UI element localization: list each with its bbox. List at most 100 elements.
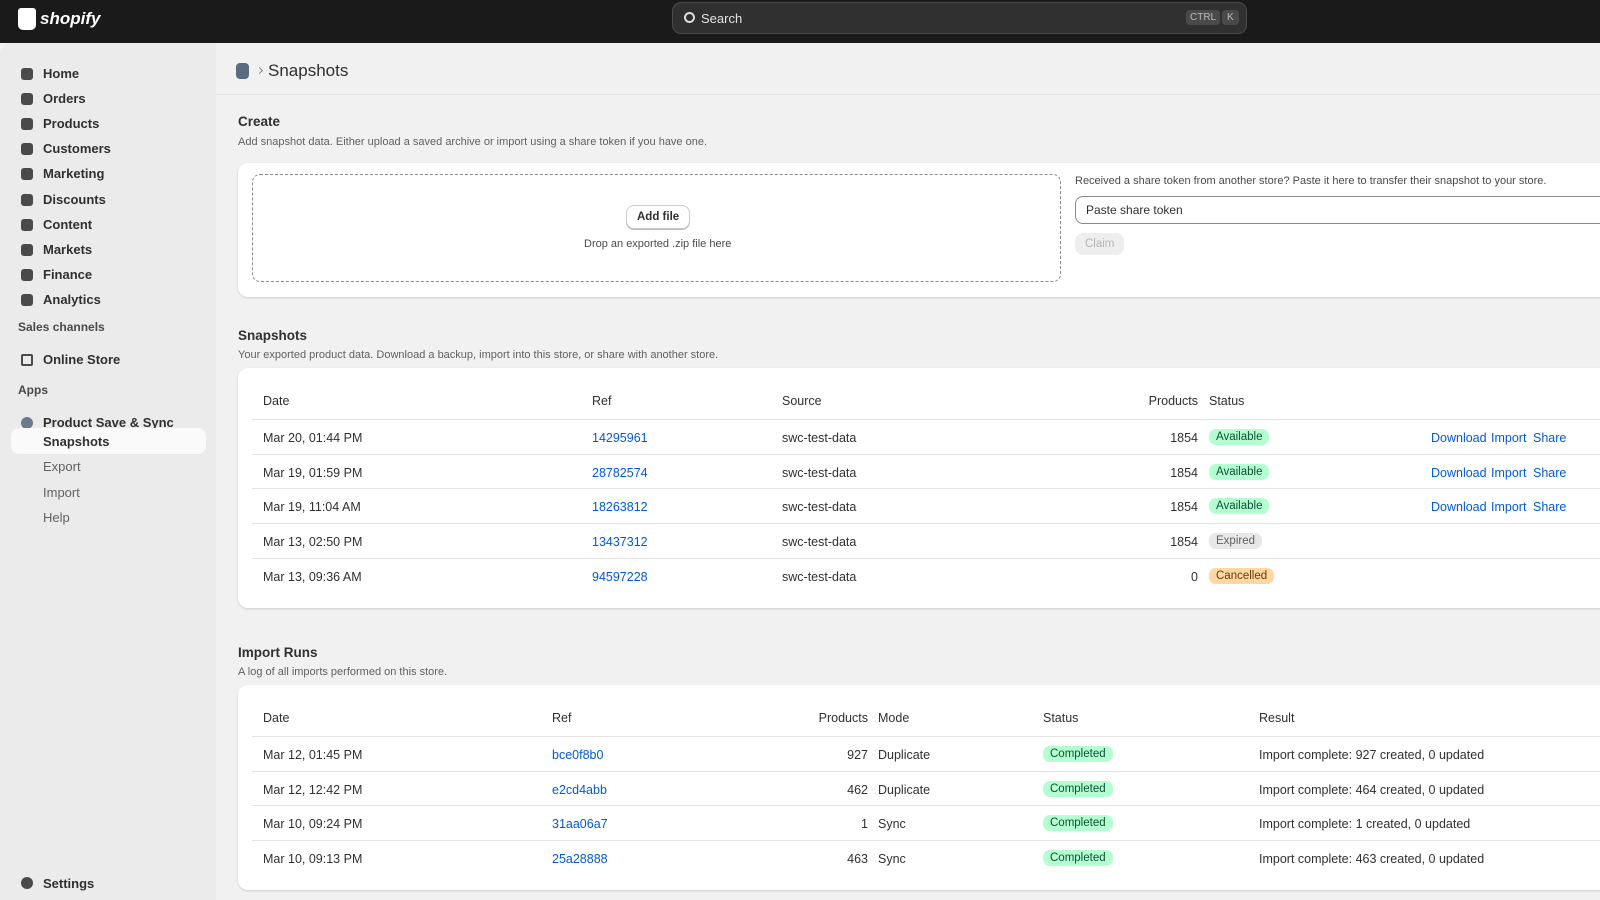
ref-link[interactable]: 13437312	[592, 535, 648, 550]
nav-item[interactable]: Discounts	[43, 191, 106, 207]
column-header: Source	[782, 394, 822, 408]
column-header: Date	[263, 394, 290, 408]
sub-nav-item[interactable]: Snapshots	[43, 434, 110, 449]
column-header: Status	[1043, 711, 1079, 725]
nav-item[interactable]: Analytics	[43, 291, 101, 307]
nav-active-bg	[11, 428, 206, 454]
action-link[interactable]: Share	[1533, 431, 1567, 445]
nav-icon	[21, 93, 33, 106]
status-badge: Completed	[1043, 780, 1113, 797]
topbar: shopify Search CTRL K	[0, 0, 1600, 43]
cell-result: Import complete: 1 created, 0 updated	[1259, 817, 1471, 832]
ref-link[interactable]: e2cd4abb	[552, 782, 607, 797]
nav-item[interactable]: Orders	[43, 91, 86, 107]
ref-link[interactable]: 94597228	[592, 569, 648, 584]
nav-icon	[21, 168, 33, 181]
action-link[interactable]: Import	[1491, 465, 1527, 480]
ref-link[interactable]: 14295961	[592, 431, 648, 445]
divider	[216, 94, 1600, 95]
nav-item[interactable]: Marketing	[43, 166, 105, 182]
breadcrumb-sep	[255, 66, 264, 75]
action-link[interactable]: Download	[1431, 500, 1487, 515]
status-badge: Completed	[1043, 815, 1113, 832]
row-divider	[252, 770, 1600, 772]
card	[238, 368, 1600, 608]
row-divider	[252, 736, 1600, 737]
ref-link[interactable]: 28782574	[592, 465, 648, 480]
action-link[interactable]: Import	[1491, 431, 1527, 445]
section-heading[interactable]: Apps	[18, 383, 48, 397]
cell-products: 462	[847, 782, 868, 797]
logo: shopify	[40, 9, 101, 28]
action-link[interactable]: Import	[1491, 500, 1527, 515]
action-link[interactable]: Download	[1431, 431, 1487, 445]
drop-hint: Drop an exported .zip file here	[584, 238, 732, 250]
ref-link[interactable]: 18263812	[592, 500, 648, 515]
status-badge: Available	[1209, 429, 1270, 445]
row-divider	[252, 523, 1600, 525]
cell-source: swc-test-data	[782, 569, 857, 584]
cell-products: 463	[847, 852, 868, 867]
column-header: Ref	[552, 711, 572, 725]
nav-item[interactable]: Settings	[43, 876, 95, 891]
search-box[interactable]: Search CTRL K	[672, 2, 1247, 34]
row-divider	[252, 840, 1600, 842]
ref-link[interactable]: 25a28888	[552, 852, 608, 867]
nav-item[interactable]: Content	[43, 216, 93, 232]
page-title: Snapshots	[268, 61, 349, 80]
sub-nav-item[interactable]: Help	[43, 509, 70, 525]
cell-source: swc-test-data	[782, 500, 857, 515]
nav-icon	[21, 354, 33, 366]
status-badge: Completed	[1043, 746, 1113, 762]
column-header: Ref	[592, 394, 612, 408]
section-heading[interactable]: Sales channels	[18, 320, 105, 334]
action-link[interactable]: Download	[1431, 465, 1487, 480]
cell-mode: Duplicate	[878, 748, 931, 762]
nav-icon	[21, 877, 33, 889]
cell-source: swc-test-data	[782, 431, 857, 445]
cell-products: 1854	[1170, 465, 1198, 480]
cell-date: Mar 13, 09:36 AM	[263, 569, 362, 584]
button[interactable]: Add file	[626, 205, 691, 229]
cell-date: Mar 20, 01:44 PM	[263, 431, 363, 445]
nav-item[interactable]: Home	[43, 66, 80, 81]
column-header: Date	[263, 711, 290, 725]
text-input[interactable]: Paste share token	[1075, 196, 1600, 224]
card	[238, 685, 1600, 890]
cell-date: Mar 13, 02:50 PM	[263, 535, 363, 550]
nav-item[interactable]: Finance	[43, 266, 93, 282]
row-divider	[252, 557, 1600, 559]
sub-nav-item[interactable]: Import	[43, 484, 80, 500]
sub-nav-item[interactable]: Export	[43, 459, 81, 475]
cell-result: Import complete: 464 created, 0 updated	[1259, 782, 1485, 797]
nav-item[interactable]: Online Store	[43, 352, 121, 367]
nav-icon	[21, 268, 33, 281]
token-hint: Received a share token from another stor…	[1075, 175, 1547, 187]
dropzone[interactable]	[252, 174, 1061, 282]
nav-item[interactable]: Customers	[43, 141, 111, 157]
nav-icon	[21, 293, 33, 306]
nav-item[interactable]: Products	[43, 116, 100, 132]
cell-source: swc-test-data	[782, 465, 857, 480]
section-title: Snapshots	[238, 328, 308, 343]
action-link[interactable]: Share	[1533, 500, 1567, 515]
action-link[interactable]: Share	[1533, 465, 1567, 480]
button-disabled[interactable]: Claim	[1075, 233, 1125, 255]
section-description: A log of all imports performed on this s…	[238, 666, 448, 678]
status-badge: Available	[1209, 498, 1270, 515]
column-header: Products	[818, 711, 868, 725]
nav-icon	[21, 68, 33, 80]
kbd: K	[1222, 10, 1239, 25]
nav-item[interactable]: Markets	[43, 241, 93, 257]
nav-item[interactable]: Product Save & Sync	[43, 415, 174, 430]
search-icon	[684, 12, 695, 23]
cell-source: swc-test-data	[782, 535, 857, 550]
status-badge: Completed	[1043, 850, 1113, 867]
cell-mode: Sync	[878, 817, 906, 832]
row-divider	[252, 805, 1600, 807]
ref-link[interactable]: bce0f8b0	[552, 748, 604, 762]
cell-products: 0	[1191, 569, 1198, 584]
ref-link[interactable]: 31aa06a7	[552, 817, 608, 832]
status-badge: Expired	[1209, 533, 1262, 550]
cell-products: 1854	[1170, 431, 1198, 445]
